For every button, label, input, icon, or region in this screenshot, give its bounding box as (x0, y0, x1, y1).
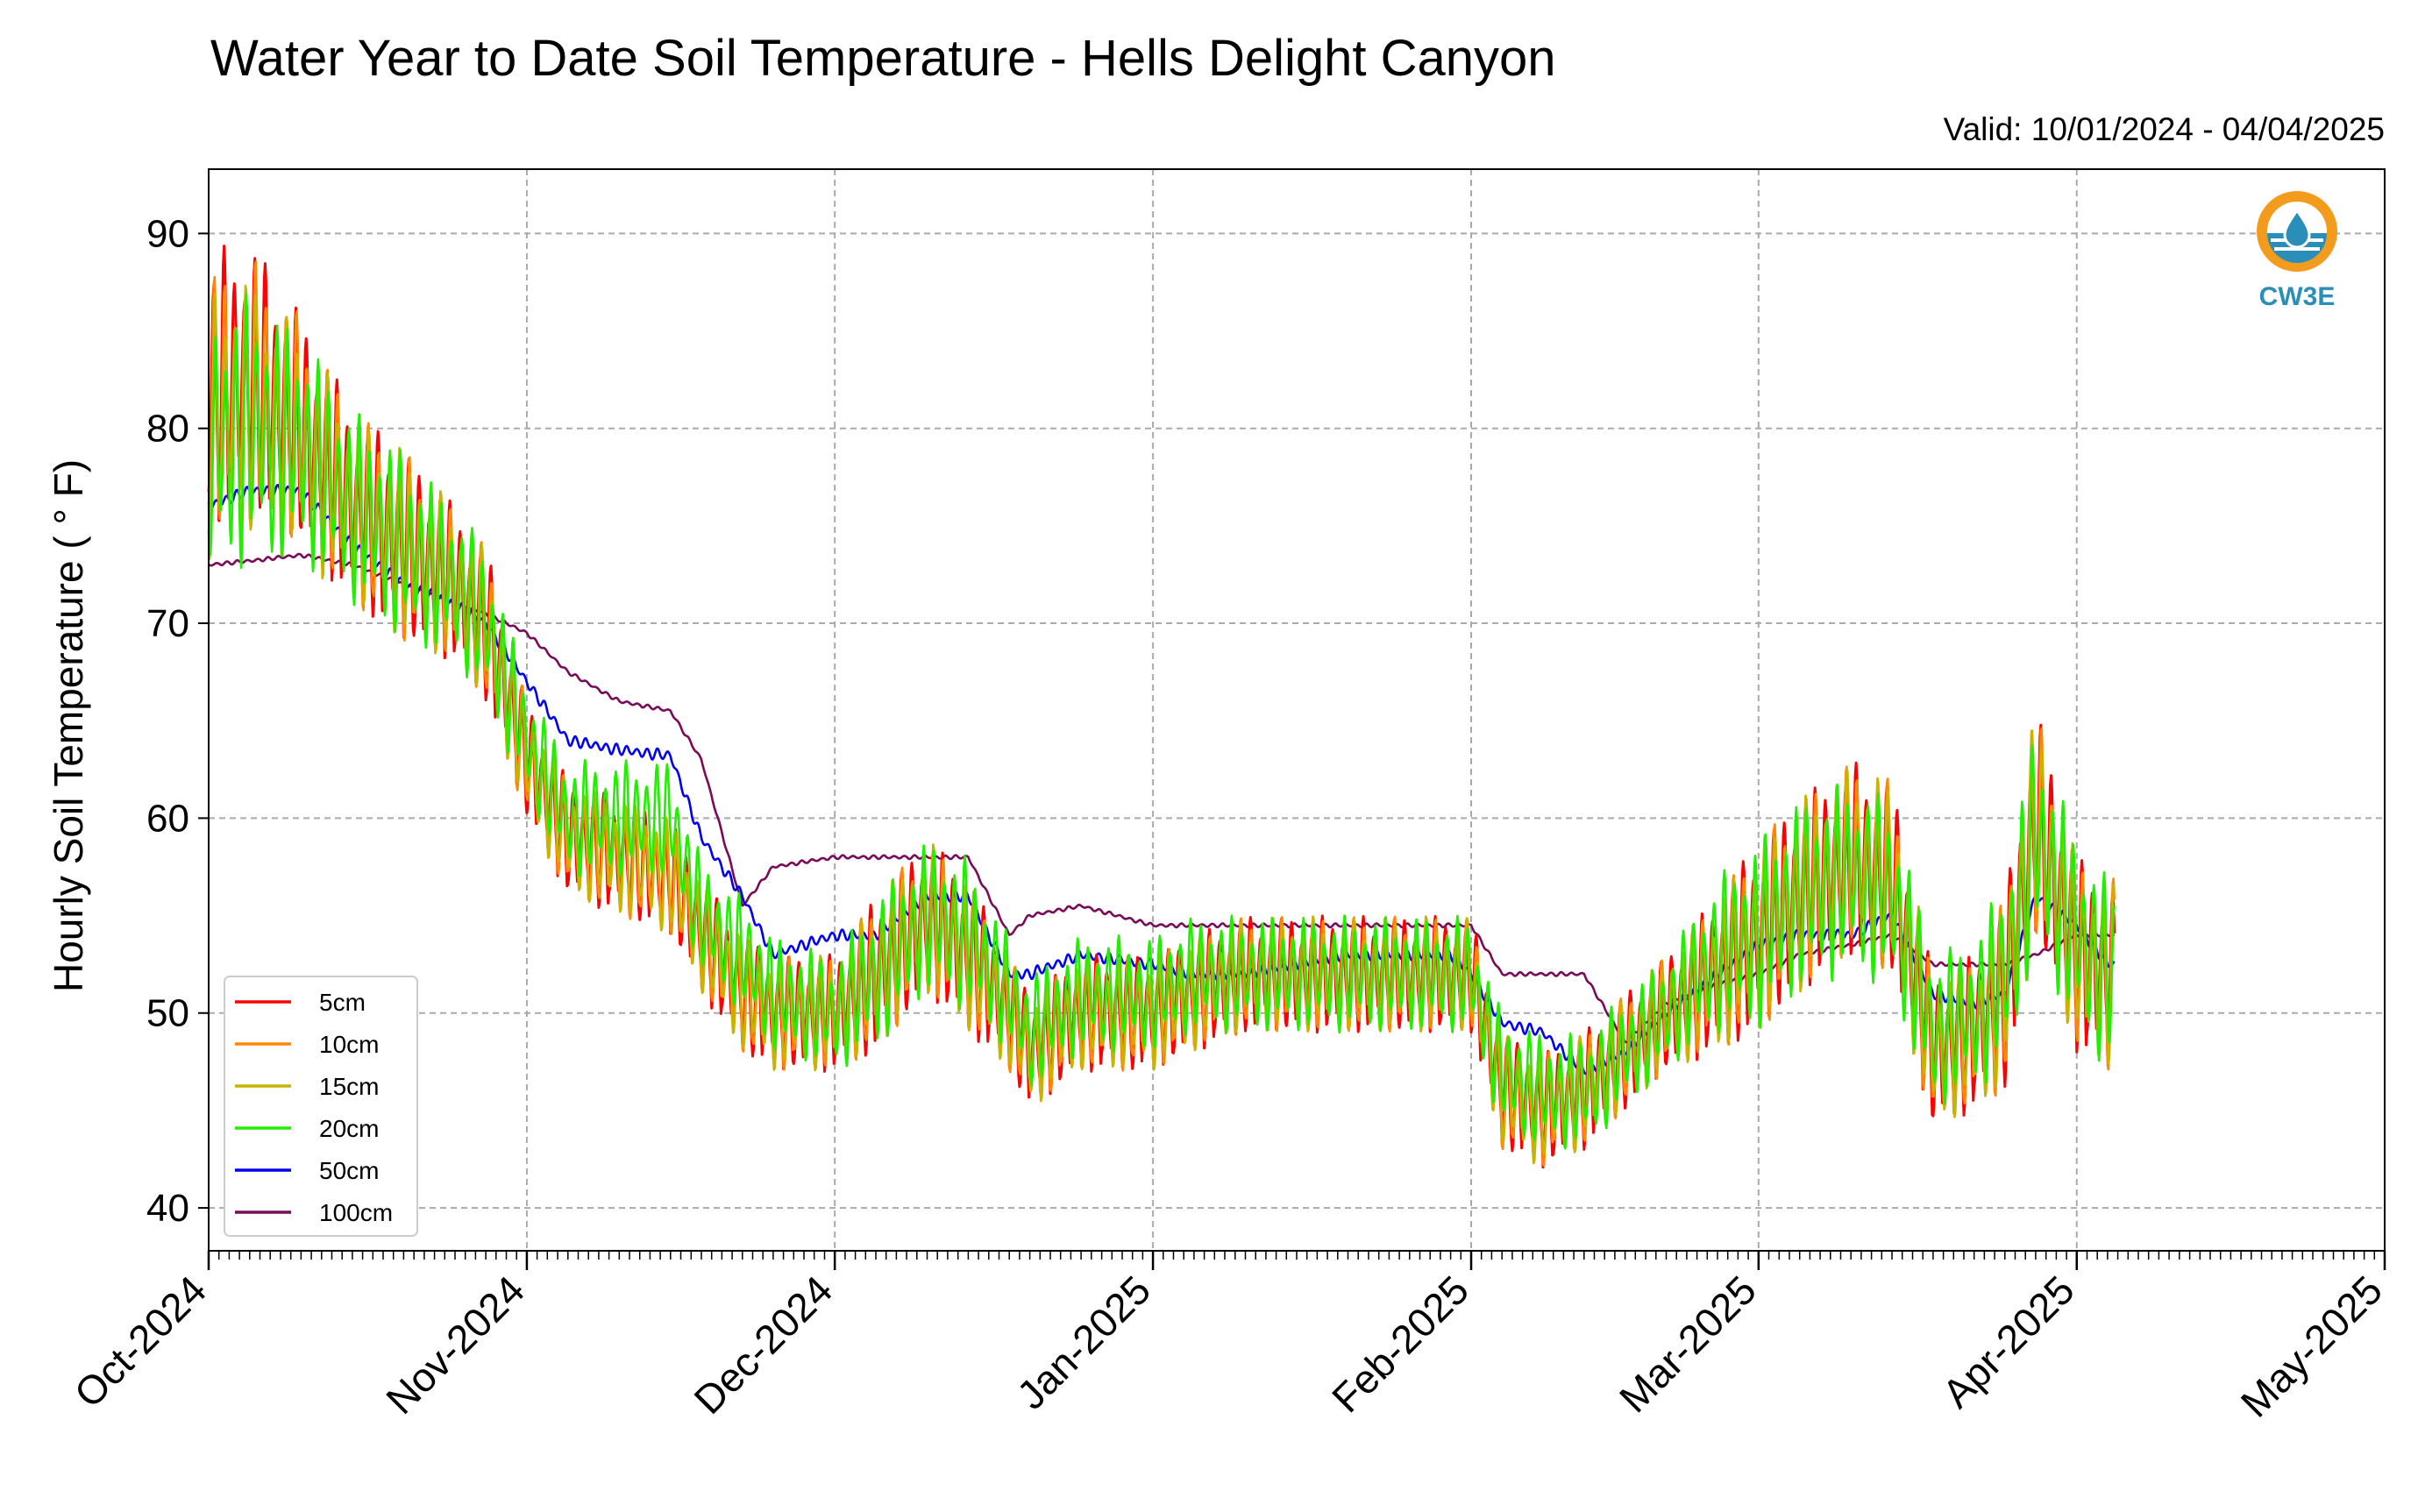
x-tick-label: Nov-2024 (377, 1267, 533, 1423)
x-axis: Oct-2024 Nov-2024 Dec-2024 Jan-2025 Feb-2025… (66, 1251, 2391, 1426)
y-axis-label: Hourly Soil Temperature ( ° F) (46, 459, 91, 992)
x-tick-label: Dec-2024 (685, 1267, 841, 1423)
water-drop-icon (2283, 208, 2311, 249)
y-tick-label: 80 (146, 408, 189, 451)
y-tick-label: 60 (146, 797, 189, 840)
data-series (207, 245, 2116, 1169)
y-tick-label: 90 (146, 212, 189, 255)
series-line-20cm (207, 293, 2116, 1150)
chart-title: Water Year to Date Soil Temperature - He… (210, 30, 1556, 87)
x-tick-label: Mar-2025 (1611, 1267, 1765, 1421)
legend-label-50cm: 50cm (319, 1157, 379, 1184)
legend-label-20cm: 20cm (319, 1115, 379, 1142)
legend-label-10cm: 10cm (319, 1031, 379, 1058)
x-tick-label: Feb-2025 (1323, 1267, 1477, 1421)
x-tick-label: Oct-2024 (66, 1267, 216, 1416)
y-tick-label: 70 (146, 602, 189, 645)
x-tick-label: Apr-2025 (1933, 1267, 2083, 1416)
legend-label-5cm: 5cm (319, 989, 366, 1016)
logo-text: CW3E (2259, 282, 2336, 311)
series-line-100cm (208, 552, 2116, 1044)
y-axis: 40 50 60 70 80 90 (146, 212, 209, 1230)
x-tick-label: May-2025 (2232, 1267, 2391, 1425)
cw3e-logo: CW3E (2257, 191, 2337, 311)
x-tick-label: Jan-2025 (1008, 1267, 1159, 1417)
x-minor-ticks (208, 1251, 2386, 1260)
legend-label-100cm: 100cm (319, 1199, 393, 1226)
y-tick-label: 50 (146, 992, 189, 1035)
valid-date-range: Valid: 10/01/2024 - 04/04/2025 (1944, 111, 2385, 147)
legend-label-15cm: 15cm (319, 1073, 379, 1100)
y-tick-label: 40 (146, 1187, 189, 1230)
legend: 5cm 10cm 15cm 20cm 50cm 100cm (224, 976, 418, 1237)
plot-area (209, 169, 2385, 1251)
